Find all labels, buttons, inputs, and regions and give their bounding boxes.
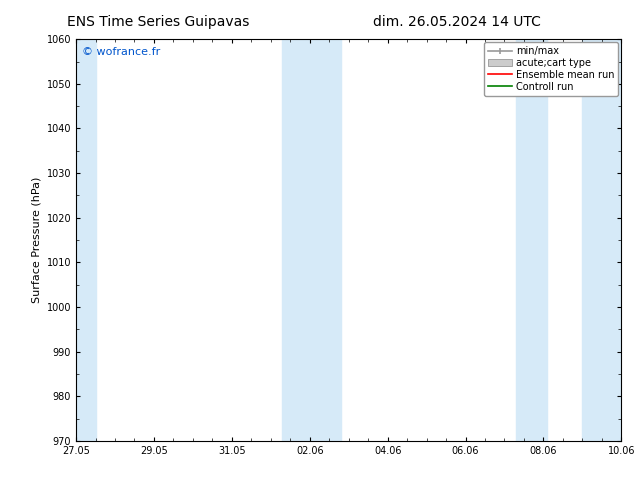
Bar	[72, 39, 96, 441]
Legend: min/max, acute;cart type, Ensemble mean run, Controll run: min/max, acute;cart type, Ensemble mean …	[484, 42, 618, 96]
Bar	[516, 39, 547, 441]
Y-axis label: Surface Pressure (hPa): Surface Pressure (hPa)	[31, 177, 41, 303]
Text: ENS Time Series Guipavas: ENS Time Series Guipavas	[67, 15, 250, 29]
Text: © wofrance.fr: © wofrance.fr	[82, 47, 160, 57]
Text: dim. 26.05.2024 14 UTC: dim. 26.05.2024 14 UTC	[373, 15, 540, 29]
Bar	[583, 39, 625, 441]
Bar	[283, 39, 341, 441]
